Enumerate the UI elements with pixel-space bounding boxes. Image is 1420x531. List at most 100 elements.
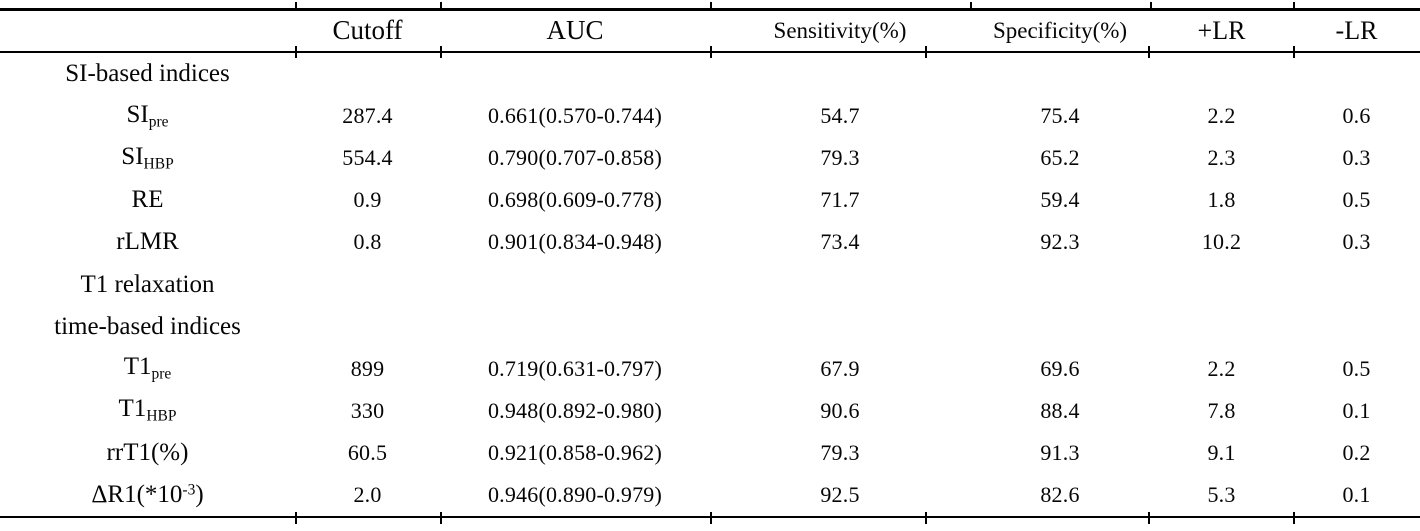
row-label-segment: RE bbox=[131, 186, 164, 214]
table-row: SIpre 287.4 0.661(0.570-0.744) 54.7 75.4 2.2 0… bbox=[0, 95, 1420, 137]
header-plus-lr: +LR bbox=[1197, 15, 1246, 45]
plus-lr-value: 5.3 bbox=[1207, 481, 1236, 507]
sensitivity-value: 79.3 bbox=[820, 145, 860, 171]
column-boundary-tick bbox=[295, 2, 297, 11]
auc-value: 0.901(0.834-0.948) bbox=[487, 229, 663, 255]
cutoff-value: 0.9 bbox=[353, 187, 382, 213]
specificity-value: 88.4 bbox=[1040, 397, 1080, 423]
minus-lr-value: 0.5 bbox=[1342, 355, 1371, 381]
column-boundary-tick bbox=[1148, 46, 1150, 58]
sensitivity-value: 73.4 bbox=[820, 229, 860, 255]
row-label-segment: -3 bbox=[182, 481, 196, 499]
auc-value: 0.921(0.858-0.962) bbox=[487, 439, 663, 465]
row-label: T1 relaxation bbox=[0, 271, 295, 299]
header-specificity: Specificity(%) bbox=[992, 17, 1128, 43]
row-label-segment: T1 relaxation bbox=[80, 270, 215, 298]
column-boundary-tick bbox=[710, 2, 712, 11]
specificity-value: 82.6 bbox=[1040, 481, 1080, 507]
sensitivity-value: 67.9 bbox=[820, 355, 860, 381]
specificity-value: 75.4 bbox=[1040, 103, 1080, 129]
auc-value: 0.661(0.570-0.744) bbox=[487, 103, 663, 129]
column-boundary-tick bbox=[1293, 512, 1295, 524]
plus-lr-value: 1.8 bbox=[1207, 187, 1236, 213]
row-label-segment: pre bbox=[148, 113, 169, 131]
row-label: rrT1(%) bbox=[0, 439, 295, 467]
table-row: RE 0.9 0.698(0.609-0.778) 71.7 59.4 1.8 0.5 bbox=[0, 179, 1420, 221]
specificity-value: 59.4 bbox=[1040, 187, 1080, 213]
auc-value: 0.790(0.707-0.858) bbox=[487, 145, 663, 171]
header-cutoff: Cutoff bbox=[332, 15, 403, 45]
table-row: T1pre 899 0.719(0.631-0.797) 67.9 69.6 2.2 0.5 bbox=[0, 348, 1420, 390]
plus-lr-value: 7.8 bbox=[1207, 397, 1236, 423]
auc-value: 0.946(0.890-0.979) bbox=[487, 481, 663, 507]
sensitivity-value: 90.6 bbox=[820, 397, 860, 423]
minus-lr-value: 0.1 bbox=[1342, 397, 1371, 423]
sensitivity-value: 54.7 bbox=[820, 103, 860, 129]
section-row: T1 relaxation bbox=[0, 263, 1420, 305]
specificity-value: 91.3 bbox=[1040, 439, 1080, 465]
column-boundary-tick bbox=[970, 2, 972, 11]
row-label: rLMR bbox=[0, 228, 295, 256]
plus-lr-value: 2.2 bbox=[1207, 355, 1236, 381]
plus-lr-value: 9.1 bbox=[1207, 439, 1236, 465]
column-boundary-tick bbox=[1293, 46, 1295, 58]
row-label-segment: SI bbox=[126, 100, 149, 128]
sensitivity-value: 79.3 bbox=[820, 439, 860, 465]
column-boundary-tick bbox=[295, 46, 297, 58]
table-row: rrT1(%) 60.5 0.921(0.858-0.962) 79.3 91.3 9.1… bbox=[0, 432, 1420, 474]
row-label-segment: ) bbox=[195, 480, 204, 508]
header-sensitivity: Sensitivity(%) bbox=[773, 17, 907, 43]
row-label-segment: rLMR bbox=[116, 228, 179, 256]
column-boundary-tick bbox=[295, 512, 297, 524]
table-header-row: Cutoff AUC Sensitivity(%) Specificity(%)… bbox=[0, 10, 1420, 51]
table-row: SIHBP 554.4 0.790(0.707-0.858) 79.3 65.2 2.3 0… bbox=[0, 137, 1420, 179]
row-label: SI-based indices bbox=[0, 60, 295, 88]
specificity-value: 65.2 bbox=[1040, 145, 1080, 171]
section-row: time-based indices bbox=[0, 306, 1420, 348]
row-label: ΔR1(*10-3) bbox=[0, 481, 295, 509]
row-label-segment: SI bbox=[121, 142, 144, 170]
sensitivity-value: 71.7 bbox=[820, 187, 860, 213]
row-label: RE bbox=[0, 186, 295, 214]
row-label: SIpre bbox=[0, 101, 295, 132]
column-boundary-tick bbox=[440, 46, 442, 58]
sensitivity-value: 92.5 bbox=[820, 481, 860, 507]
table-body: SI-based indices SIpre 287.4 0.661(0.570-0.… bbox=[0, 53, 1420, 516]
minus-lr-value: 0.2 bbox=[1342, 439, 1371, 465]
column-boundary-tick bbox=[710, 512, 712, 524]
minus-lr-value: 0.3 bbox=[1342, 145, 1371, 171]
plus-lr-value: 10.2 bbox=[1201, 229, 1242, 255]
row-label: time-based indices bbox=[0, 313, 295, 341]
plus-lr-value: 2.3 bbox=[1207, 145, 1236, 171]
section-row: SI-based indices bbox=[0, 53, 1420, 95]
column-boundary-tick bbox=[1150, 2, 1152, 11]
row-label: SIHBP bbox=[0, 143, 295, 174]
specificity-value: 92.3 bbox=[1040, 229, 1080, 255]
row-label: T1HBP bbox=[0, 395, 295, 426]
minus-lr-value: 0.6 bbox=[1342, 103, 1371, 129]
row-label-segment: time-based indices bbox=[54, 312, 241, 340]
header-auc: AUC bbox=[546, 15, 604, 45]
row-label-segment: ΔR1(*10 bbox=[91, 480, 183, 508]
row-label-segment: HBP bbox=[146, 408, 177, 426]
cutoff-value: 0.8 bbox=[353, 229, 382, 255]
minus-lr-value: 0.1 bbox=[1342, 481, 1371, 507]
cutoff-value: 287.4 bbox=[342, 103, 393, 129]
plus-lr-value: 2.2 bbox=[1207, 103, 1236, 129]
row-label-segment: HBP bbox=[143, 155, 174, 173]
row-label-segment: T1 bbox=[123, 353, 152, 381]
auc-value: 0.698(0.609-0.778) bbox=[487, 187, 663, 213]
row-label-segment: SI-based indices bbox=[65, 60, 230, 88]
cutoff-value: 554.4 bbox=[342, 145, 393, 171]
table-row: rLMR 0.8 0.901(0.834-0.948) 73.4 92.3 10.2 0.3 bbox=[0, 221, 1420, 263]
specificity-value: 69.6 bbox=[1040, 355, 1080, 381]
minus-lr-value: 0.3 bbox=[1342, 229, 1371, 255]
row-label-segment: rrT1(%) bbox=[106, 438, 189, 466]
row-label: T1pre bbox=[0, 353, 295, 384]
column-boundary-tick bbox=[925, 512, 927, 524]
column-boundary-tick bbox=[1293, 2, 1295, 11]
cutoff-value: 330 bbox=[350, 397, 385, 423]
cutoff-value: 2.0 bbox=[353, 481, 382, 507]
auc-value: 0.948(0.892-0.980) bbox=[487, 397, 663, 423]
